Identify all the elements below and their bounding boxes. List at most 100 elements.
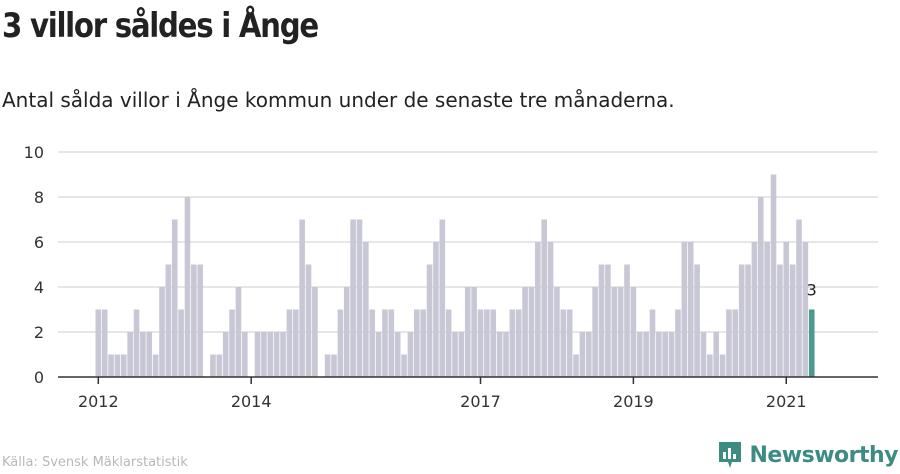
bar xyxy=(656,332,662,377)
bar xyxy=(789,264,796,377)
bar xyxy=(222,332,229,377)
bar xyxy=(490,309,497,377)
bar xyxy=(101,309,108,377)
bar xyxy=(783,242,790,377)
bar xyxy=(681,242,688,377)
bar xyxy=(331,354,337,377)
bar xyxy=(363,242,369,377)
bar xyxy=(624,264,630,377)
bar-chart: 0 2 4 6 8 10 2012 2014 2017 2019 2021 3 xyxy=(24,143,878,411)
bar xyxy=(216,354,223,377)
bar xyxy=(509,309,516,377)
bar xyxy=(675,309,681,377)
bar xyxy=(751,242,758,377)
bar xyxy=(210,354,216,377)
bar xyxy=(305,264,312,377)
bar xyxy=(726,309,732,377)
bar xyxy=(382,309,388,377)
x-tick-label: 2017 xyxy=(460,392,501,411)
bar xyxy=(152,354,159,377)
y-tick-label: 10 xyxy=(24,143,44,162)
bar xyxy=(171,219,178,377)
newsworthy-logo-icon xyxy=(719,442,742,468)
bar xyxy=(522,287,528,377)
bar xyxy=(280,332,286,377)
bar xyxy=(439,219,446,377)
bar xyxy=(337,309,344,377)
bar xyxy=(146,332,153,377)
bar xyxy=(687,242,694,377)
bar xyxy=(433,242,439,377)
bar xyxy=(808,309,815,377)
bars xyxy=(95,174,815,377)
bar xyxy=(764,242,770,377)
bar xyxy=(668,332,675,377)
bar xyxy=(458,332,465,377)
bar xyxy=(388,309,395,377)
brand-name: Newsworthy xyxy=(749,442,898,468)
bar xyxy=(738,264,745,377)
bar xyxy=(445,309,452,377)
bar xyxy=(528,287,535,377)
bar xyxy=(394,332,401,377)
y-tick-label: 6 xyxy=(34,233,44,252)
y-tick-label: 4 xyxy=(34,278,44,297)
chart-title: 3 villor såldes i Ånge xyxy=(2,6,319,46)
bar xyxy=(242,332,248,377)
source-note: Källa: Svensk Mäklarstatistik xyxy=(2,455,188,470)
x-tick-label: 2012 xyxy=(78,392,119,411)
bar xyxy=(401,354,407,377)
bar xyxy=(484,309,490,377)
bar xyxy=(184,197,191,377)
bar xyxy=(140,332,146,377)
bar xyxy=(420,309,426,377)
bar xyxy=(630,287,637,377)
bar xyxy=(108,354,114,377)
bar xyxy=(267,332,274,377)
bar xyxy=(165,264,172,377)
newsworthy-logo[interactable]: Newsworthy xyxy=(717,440,898,470)
x-axis-ticks: 2012 2014 2017 2019 2021 xyxy=(78,377,807,411)
bar xyxy=(452,332,458,377)
y-tick-label: 0 xyxy=(34,368,44,387)
bar xyxy=(356,219,363,377)
bar xyxy=(757,197,764,377)
bar xyxy=(611,287,618,377)
bar xyxy=(229,309,235,377)
bar xyxy=(350,219,356,377)
bar xyxy=(503,332,509,377)
bar xyxy=(662,332,669,377)
bar xyxy=(343,287,350,377)
y-tick-label: 2 xyxy=(34,323,44,342)
bar xyxy=(566,309,573,377)
bar xyxy=(369,309,376,377)
bar xyxy=(719,354,726,377)
bar xyxy=(700,332,707,377)
bar xyxy=(592,287,598,377)
bar xyxy=(324,354,331,377)
bar xyxy=(95,309,102,377)
bar xyxy=(770,174,777,377)
bar xyxy=(191,264,197,377)
bar xyxy=(464,287,471,377)
bar xyxy=(261,332,267,377)
bar xyxy=(496,332,503,377)
bar xyxy=(796,219,802,377)
bar xyxy=(159,287,165,377)
bar xyxy=(120,354,127,377)
bar xyxy=(713,332,719,377)
y-tick-label: 8 xyxy=(34,188,44,207)
bar xyxy=(694,264,700,377)
bar xyxy=(643,332,649,377)
bar xyxy=(426,264,433,377)
bar xyxy=(802,242,809,377)
x-tick-label: 2014 xyxy=(231,392,272,411)
bar xyxy=(535,242,541,377)
bar xyxy=(197,264,204,377)
bar xyxy=(273,332,280,377)
bar xyxy=(547,242,554,377)
x-tick-label: 2019 xyxy=(613,392,654,411)
highlight-data-label: 3 xyxy=(807,281,817,300)
bar xyxy=(407,332,414,377)
bar xyxy=(707,354,713,377)
